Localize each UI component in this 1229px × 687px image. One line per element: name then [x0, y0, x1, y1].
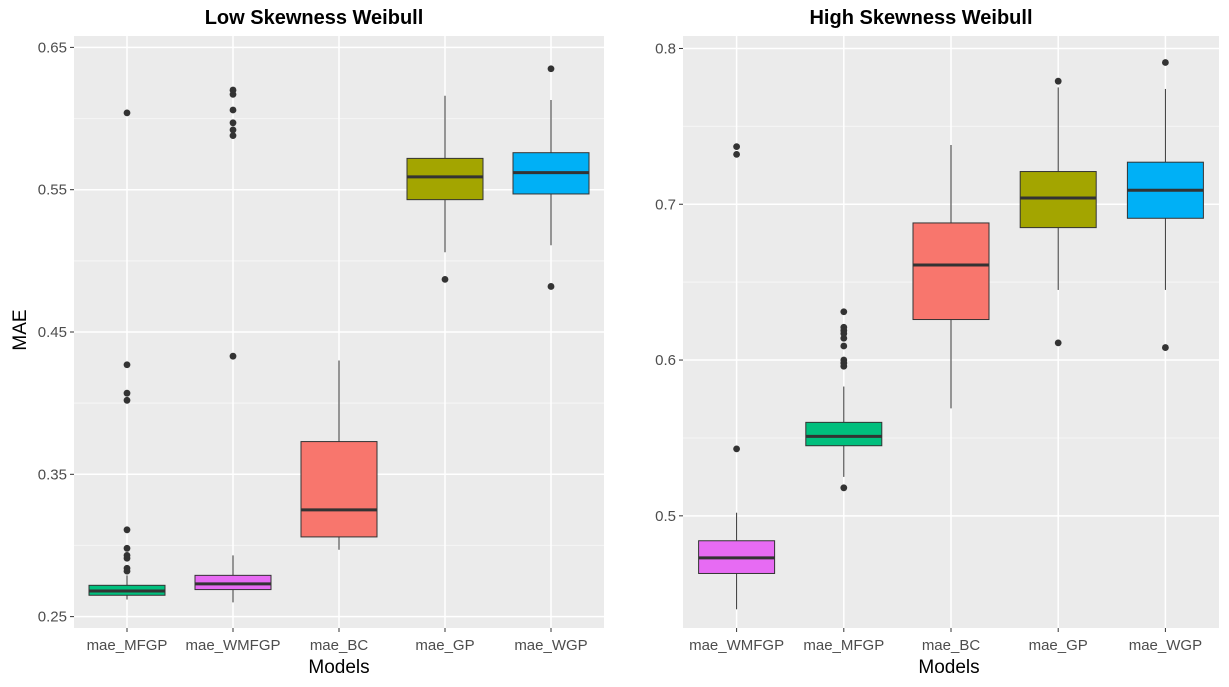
outlier-point — [229, 86, 237, 94]
box-mae_GP — [406, 95, 484, 283]
outlier-point — [840, 484, 848, 492]
box-mae_WGP — [1126, 59, 1204, 351]
outlier-point — [733, 445, 740, 453]
y-tick-label: 0.6 — [655, 352, 676, 369]
outlier-point — [840, 323, 848, 331]
x-axis-title: Models — [918, 657, 979, 678]
outlier-point — [1054, 77, 1062, 85]
outlier-point — [123, 564, 131, 572]
outlier-point — [1054, 339, 1062, 347]
box-mae_BC — [912, 145, 990, 409]
outlier-point — [840, 334, 848, 342]
outlier-point — [229, 132, 237, 140]
iqr-box — [805, 421, 883, 447]
box-mae_MFGP — [805, 308, 883, 492]
y-tick-label: 0.25 — [38, 609, 67, 626]
chart-title: Low Skewness Weibull — [205, 7, 424, 29]
y-tick-label: 0.35 — [38, 466, 67, 483]
outlier-point — [547, 65, 555, 73]
y-tick-label: 0.5 — [655, 508, 676, 525]
iqr-box — [406, 157, 484, 201]
outlier-point — [123, 526, 131, 534]
x-tick-label: mae_GP — [415, 637, 474, 654]
y-tick-label: 0.65 — [38, 39, 67, 56]
outlier-point — [123, 361, 131, 369]
iqr-box — [1019, 171, 1097, 229]
iqr-box — [912, 222, 990, 321]
box-mae_MFGP — [88, 109, 166, 600]
low-skewness-panel: Low Skewness Weibull MAE Models 0.25 0.35… — [10, 7, 604, 678]
y-tick-label: 0.7 — [655, 196, 676, 213]
x-tick-label: mae_WMFGP — [689, 637, 784, 654]
outlier-point — [840, 356, 848, 364]
outlier-point — [733, 143, 740, 151]
x-tick-label: mae_BC — [922, 637, 981, 654]
outlier-point — [840, 342, 848, 350]
outlier-point — [123, 109, 131, 117]
outlier-point — [441, 275, 449, 283]
box-mae_WMFGP — [698, 143, 776, 610]
y-tick-label: 0.55 — [38, 182, 67, 199]
chart-title: High Skewness Weibull — [809, 7, 1032, 29]
box-mae_GP — [1019, 77, 1097, 347]
x-tick-label: mae_BC — [310, 637, 369, 654]
plot-layer — [74, 36, 604, 628]
box-mae_WMFGP — [194, 86, 272, 603]
high-skewness-panel: High Skewness Weibull Models 0.5 0.6 0.7 0.… — [655, 7, 1219, 678]
x-axis-title: Models — [308, 657, 369, 678]
outlier-point — [123, 552, 131, 559]
x-tick-label: mae_WGP — [514, 637, 587, 654]
outlier-point — [229, 126, 237, 134]
outlier-point — [840, 308, 848, 316]
iqr-box — [300, 441, 378, 538]
outlier-point — [229, 352, 237, 360]
box-mae_WGP — [512, 65, 590, 290]
x-tick-label: mae_MFGP — [803, 637, 884, 654]
outlier-point — [229, 106, 237, 114]
x-tick-label: mae_WMFGP — [185, 637, 280, 654]
outlier-point — [229, 119, 237, 127]
outlier-point — [123, 396, 131, 404]
outlier-point — [123, 544, 131, 552]
outlier-point — [1162, 344, 1169, 351]
y-axis-title: MAE — [10, 309, 31, 350]
outlier-point — [547, 283, 555, 290]
plot-layer — [683, 36, 1219, 628]
x-tick-label: mae_GP — [1029, 637, 1088, 654]
outlier-point — [1162, 59, 1169, 66]
box-mae_BC — [300, 360, 378, 550]
outlier-point — [123, 389, 131, 397]
x-tick-label: mae_WGP — [1129, 637, 1202, 654]
y-tick-label: 0.8 — [655, 40, 676, 57]
x-tick-label: mae_MFGP — [87, 637, 168, 654]
y-tick-label: 0.45 — [38, 324, 67, 341]
outlier-point — [733, 151, 740, 158]
